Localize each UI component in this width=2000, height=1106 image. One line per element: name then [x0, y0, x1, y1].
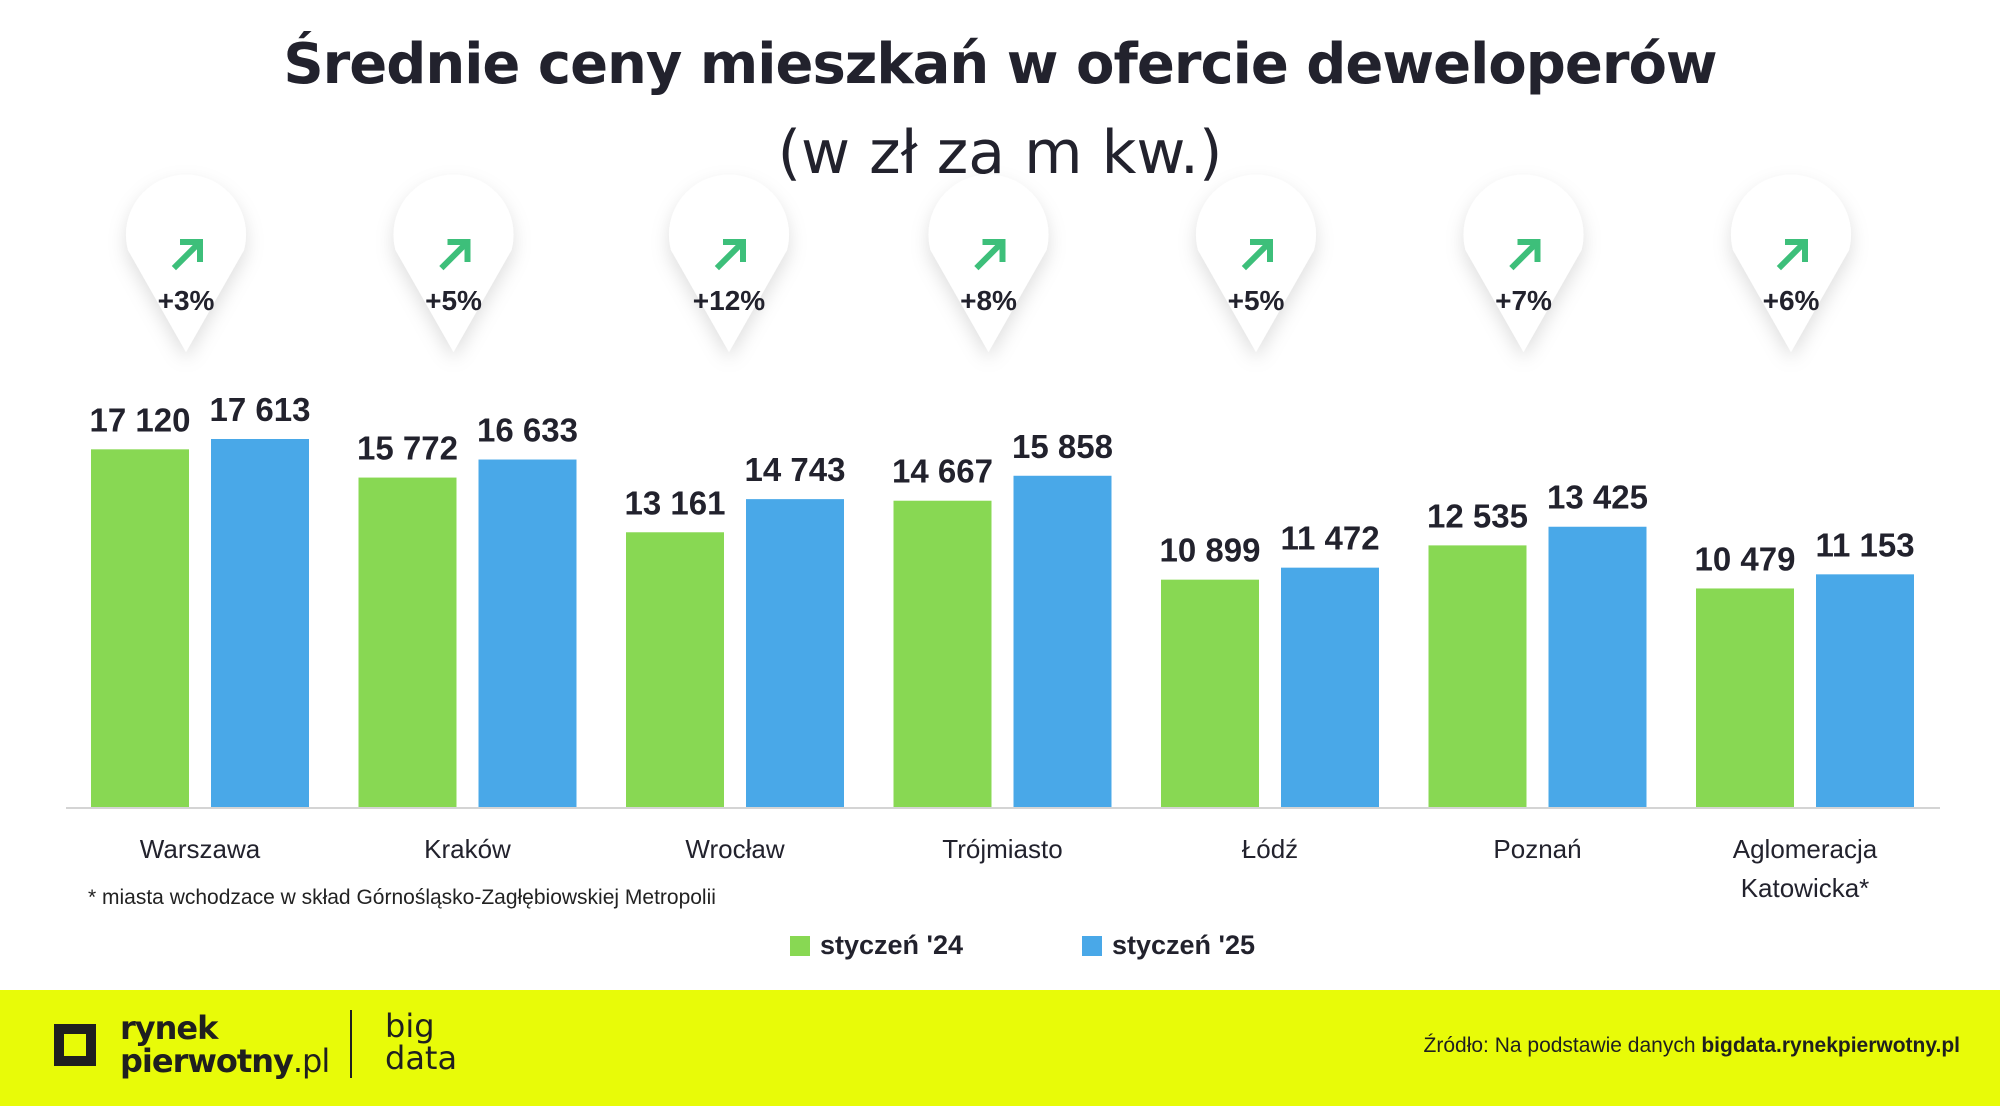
change-badge: +5%: [393, 174, 514, 352]
legend-item-2024: styczeń '24: [790, 930, 963, 961]
footer-bar: rynek pierwotny.pl big data Źródło: Na p…: [0, 990, 2000, 1106]
rynekpierwotny-logo: rynek pierwotny.pl: [120, 1009, 330, 1080]
bar-chart: +3% +5% +12% +8% +5% +7% +6% 17 120 17 613 15 77…: [66, 174, 1940, 900]
chart-title: Średnie ceny mieszkań w ofercie dewelope…: [283, 32, 1717, 97]
arrow-up-right-icon: [1509, 239, 1541, 271]
change-percent: +3%: [158, 285, 215, 316]
change-percent: +12%: [693, 285, 765, 316]
bar-2024: [893, 500, 992, 808]
change-badge: +5%: [1196, 174, 1316, 352]
category-label: Wrocław: [685, 834, 784, 864]
category-label: Kraków: [424, 834, 511, 864]
bar-2024: [1161, 579, 1259, 808]
bar-value-label: 10 479: [1695, 540, 1796, 577]
change-badge: +6%: [1731, 174, 1851, 352]
category-label: Trójmiasto: [942, 834, 1062, 864]
bar-2025: [478, 459, 577, 808]
change-percent: +8%: [960, 285, 1017, 316]
badge-shape: [1196, 174, 1316, 352]
bar-2024: [1696, 588, 1794, 808]
bar-value-label: 14 667: [892, 453, 993, 490]
logo-suffix: .pl: [292, 1042, 330, 1080]
legend-item-2025: styczeń '25: [1082, 930, 1255, 961]
badge-shape: [126, 174, 246, 352]
badge-shape: [669, 174, 789, 352]
category-label: Katowicka*: [1741, 873, 1870, 900]
bar-value-label: 11 472: [1280, 520, 1379, 557]
bar-value-label: 17 120: [90, 401, 191, 438]
category-label: Poznań: [1493, 834, 1581, 864]
source-prefix: Źródło: Na podstawie danych: [1423, 1034, 1702, 1057]
bar-value-label: 11 153: [1815, 526, 1914, 563]
footnote: * miasta wchodzace w skład Górnośląsko-Z…: [88, 886, 716, 909]
arrow-up-right-icon: [1776, 239, 1808, 271]
category-label: Łódź: [1242, 834, 1298, 864]
change-percent: +7%: [1495, 285, 1552, 316]
bar-value-label: 12 535: [1427, 497, 1528, 534]
bigdata-logo: big data: [385, 1010, 457, 1074]
change-percent: +5%: [1228, 285, 1285, 316]
bar-value-label: 13 161: [625, 484, 726, 521]
source-text: Źródło: Na podstawie danych bigdata.ryne…: [1424, 1034, 1960, 1058]
arrow-up-right-icon: [171, 239, 203, 271]
arrow-up-right-icon: [439, 239, 471, 271]
bar-2025: [1281, 567, 1379, 808]
badge-shape: [393, 174, 514, 352]
change-badge: +8%: [928, 174, 1049, 352]
bar-2024: [358, 477, 457, 808]
badge-shape: [1463, 174, 1584, 352]
legend-label-2025: styczeń '25: [1112, 930, 1256, 960]
bar-value-label: 16 633: [477, 412, 578, 449]
bar-value-label: 10 899: [1160, 532, 1261, 569]
bar-2025: [1548, 526, 1647, 808]
bar-2025: [1013, 475, 1112, 808]
bar-value-label: 15 772: [357, 430, 458, 467]
badge-shape: [1731, 174, 1851, 352]
change-percent: +5%: [425, 285, 482, 316]
bigdata-line2: data: [385, 1039, 458, 1077]
bar-2025: [1816, 574, 1914, 808]
change-badge: +3%: [126, 174, 246, 352]
bar-value-label: 13 425: [1547, 479, 1648, 516]
arrow-up-right-icon: [714, 239, 746, 271]
bigdata-line1: big: [385, 1007, 435, 1045]
change-badge: +7%: [1463, 174, 1584, 352]
category-label: Aglomeracja: [1733, 834, 1878, 864]
arrow-up-right-icon: [974, 239, 1006, 271]
badge-shape: [928, 174, 1049, 352]
logo-line1: rynek: [120, 1009, 218, 1047]
category-label: Warszawa: [140, 834, 261, 864]
legend-swatch-2024: [790, 935, 810, 956]
bar-2025: [211, 439, 309, 808]
arrow-up-right-icon: [1241, 239, 1273, 271]
logo-divider: [350, 1010, 352, 1078]
change-percent: +6%: [1763, 285, 1820, 316]
bar-2024: [91, 449, 189, 808]
bar-2025: [746, 499, 844, 808]
legend-label-2024: styczeń '24: [820, 930, 964, 960]
bar-value-label: 17 613: [210, 391, 311, 428]
rynekpierwotny-logo-icon: [54, 1024, 96, 1066]
change-badge: +12%: [669, 174, 789, 352]
bar-2024: [626, 532, 724, 808]
logo-line2: pierwotny: [120, 1042, 294, 1080]
source-link: bigdata.rynekpierwotny.pl: [1701, 1034, 1960, 1057]
bar-value-label: 15 858: [1012, 428, 1113, 465]
legend-swatch-2025: [1082, 935, 1102, 956]
bar-value-label: 14 743: [745, 451, 846, 488]
bar-2024: [1428, 545, 1527, 808]
